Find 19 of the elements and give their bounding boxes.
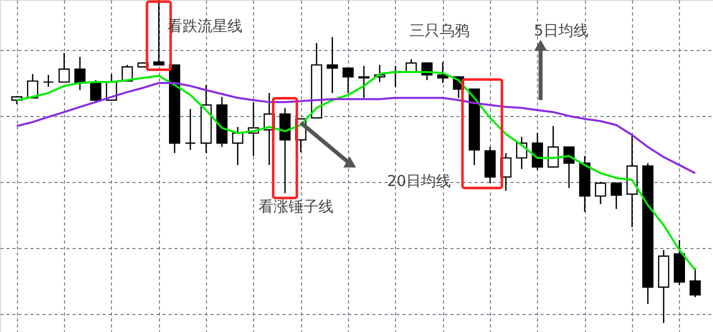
candlestick (690, 267, 701, 298)
candlestick (232, 126, 244, 166)
candlestick (342, 68, 354, 94)
candlestick (610, 182, 622, 210)
candlestick (58, 52, 70, 83)
candlestick (548, 125, 559, 168)
candlestick (74, 56, 86, 91)
candlestick (326, 36, 338, 94)
annotation: 三只乌鸦 (410, 22, 470, 40)
annotation: 20日均线 (387, 172, 452, 190)
annotation: 5日均线 (534, 22, 588, 40)
candlestick (358, 65, 370, 99)
candlestick (42, 74, 54, 88)
candlestick (184, 108, 196, 151)
annotation: 看涨锤子线 (258, 198, 334, 216)
candlestick (437, 61, 448, 84)
candlestick (594, 181, 606, 205)
candlestick (153, 0, 164, 66)
candlestick (90, 79, 102, 102)
